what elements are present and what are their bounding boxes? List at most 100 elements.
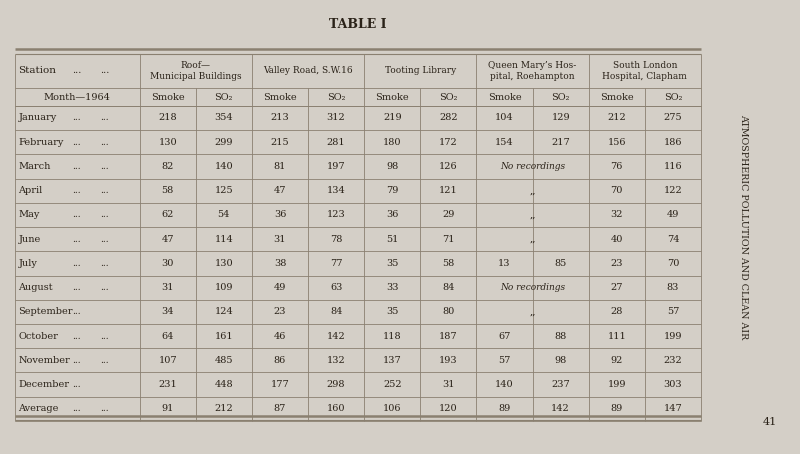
- Text: 107: 107: [158, 356, 177, 365]
- Text: 85: 85: [554, 259, 566, 268]
- Text: 51: 51: [386, 235, 398, 244]
- Text: ...: ...: [73, 210, 81, 219]
- Text: ...: ...: [101, 405, 109, 413]
- Text: ...: ...: [73, 235, 81, 244]
- Text: Station: Station: [18, 66, 57, 75]
- Text: 187: 187: [439, 331, 458, 340]
- Text: 76: 76: [610, 162, 623, 171]
- Text: 23: 23: [610, 259, 623, 268]
- Text: Smoke: Smoke: [151, 93, 185, 102]
- Text: 49: 49: [666, 210, 679, 219]
- Text: Roof—
Municipal Buildings: Roof— Municipal Buildings: [150, 61, 242, 81]
- Text: SO₂: SO₂: [664, 93, 682, 102]
- Text: Average: Average: [18, 405, 59, 413]
- Text: 63: 63: [330, 283, 342, 292]
- Text: 106: 106: [383, 405, 402, 413]
- Text: ...: ...: [73, 259, 81, 268]
- Text: 154: 154: [495, 138, 514, 147]
- Text: 213: 213: [270, 114, 290, 123]
- Text: 109: 109: [214, 283, 233, 292]
- Text: 70: 70: [666, 259, 679, 268]
- Text: 116: 116: [664, 162, 682, 171]
- Text: 252: 252: [383, 380, 402, 389]
- Text: Tooting Library: Tooting Library: [385, 66, 456, 75]
- Text: 142: 142: [551, 405, 570, 413]
- Text: 81: 81: [274, 162, 286, 171]
- Text: Smoke: Smoke: [600, 93, 634, 102]
- Text: Smoke: Smoke: [263, 93, 297, 102]
- Text: 57: 57: [666, 307, 679, 316]
- Text: 137: 137: [383, 356, 402, 365]
- Text: 62: 62: [162, 210, 174, 219]
- Text: SO₂: SO₂: [551, 93, 570, 102]
- Text: 67: 67: [498, 331, 510, 340]
- Text: Month—1964: Month—1964: [44, 93, 110, 102]
- Text: 199: 199: [664, 331, 682, 340]
- Text: 47: 47: [162, 235, 174, 244]
- Text: 40: 40: [610, 235, 623, 244]
- Text: 111: 111: [607, 331, 626, 340]
- Text: ,,: ,,: [530, 210, 536, 219]
- Text: 130: 130: [214, 259, 233, 268]
- Text: ATMOSPHERIC POLLUTION AND CLEAN AIR: ATMOSPHERIC POLLUTION AND CLEAN AIR: [739, 114, 748, 340]
- Text: 130: 130: [158, 138, 177, 147]
- Text: 161: 161: [214, 331, 233, 340]
- Text: 23: 23: [274, 307, 286, 316]
- Text: July: July: [18, 259, 38, 268]
- Text: 82: 82: [162, 162, 174, 171]
- Text: 83: 83: [666, 283, 679, 292]
- Text: 41: 41: [763, 418, 777, 428]
- Text: 32: 32: [610, 210, 623, 219]
- Text: 485: 485: [214, 356, 233, 365]
- Text: ...: ...: [73, 283, 81, 292]
- Text: ,,: ,,: [530, 307, 536, 316]
- Text: 36: 36: [274, 210, 286, 219]
- Text: ...: ...: [73, 405, 81, 413]
- Text: 38: 38: [274, 259, 286, 268]
- Text: 80: 80: [442, 307, 454, 316]
- Text: 114: 114: [214, 235, 233, 244]
- Text: 212: 212: [607, 114, 626, 123]
- Text: June: June: [18, 235, 41, 244]
- Text: 126: 126: [439, 162, 458, 171]
- Text: 217: 217: [551, 138, 570, 147]
- Text: May: May: [18, 210, 40, 219]
- Text: 125: 125: [214, 186, 233, 195]
- Text: 34: 34: [162, 307, 174, 316]
- Text: 299: 299: [214, 138, 233, 147]
- Text: ...: ...: [101, 66, 110, 75]
- Text: ...: ...: [73, 138, 81, 147]
- Text: 13: 13: [498, 259, 510, 268]
- Text: 129: 129: [551, 114, 570, 123]
- Text: 142: 142: [326, 331, 346, 340]
- Text: 54: 54: [218, 210, 230, 219]
- Text: 49: 49: [274, 283, 286, 292]
- Text: 84: 84: [442, 283, 454, 292]
- Text: December: December: [18, 380, 70, 389]
- Text: March: March: [18, 162, 51, 171]
- Text: 121: 121: [439, 186, 458, 195]
- Text: 74: 74: [666, 235, 679, 244]
- Text: 147: 147: [663, 405, 682, 413]
- Text: 237: 237: [551, 380, 570, 389]
- Text: 303: 303: [664, 380, 682, 389]
- Text: 212: 212: [214, 405, 233, 413]
- Text: ...: ...: [73, 162, 81, 171]
- Text: ...: ...: [73, 380, 81, 389]
- Text: April: April: [18, 186, 42, 195]
- Text: SO₂: SO₂: [214, 93, 233, 102]
- Text: 124: 124: [214, 307, 233, 316]
- Text: Smoke: Smoke: [375, 93, 409, 102]
- Text: ...: ...: [101, 162, 109, 171]
- Text: 160: 160: [327, 405, 346, 413]
- Text: 180: 180: [383, 138, 402, 147]
- Text: TABLE I: TABLE I: [330, 18, 386, 31]
- Text: ...: ...: [73, 331, 81, 340]
- Text: 31: 31: [442, 380, 454, 389]
- Text: ...: ...: [101, 114, 109, 123]
- Text: 282: 282: [439, 114, 458, 123]
- Text: 231: 231: [158, 380, 177, 389]
- Text: ...: ...: [73, 114, 81, 123]
- Text: 140: 140: [495, 380, 514, 389]
- Text: 354: 354: [214, 114, 233, 123]
